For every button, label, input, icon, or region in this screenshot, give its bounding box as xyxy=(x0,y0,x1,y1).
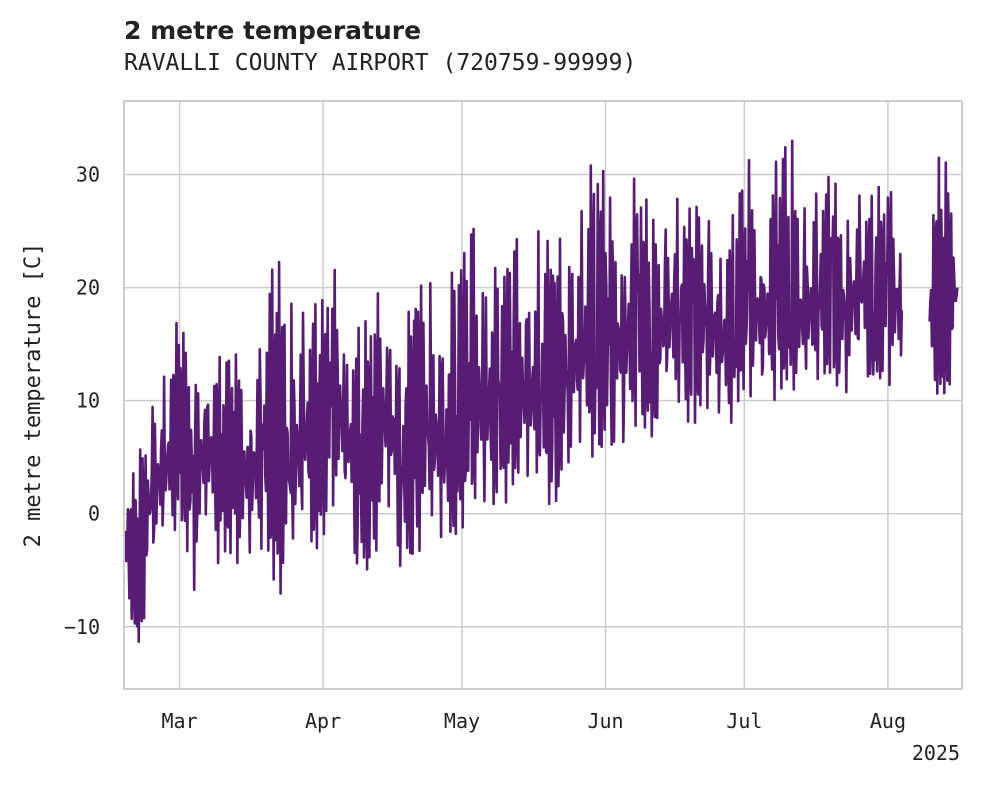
y-axis-label: 2 metre temperature [C] xyxy=(21,243,46,548)
x-tick-label: Jul xyxy=(726,709,762,733)
x-tick-label: May xyxy=(444,709,480,733)
y-tick-label: −10 xyxy=(64,615,100,639)
chart-subtitle: RAVALLI COUNTY AIRPORT (720759-99999) xyxy=(124,50,637,76)
y-tick-label: 30 xyxy=(76,163,100,187)
y-tick-label: 10 xyxy=(76,389,100,413)
x-axis-year-label: 2025 xyxy=(912,741,960,765)
x-tick-label: Mar xyxy=(161,709,197,733)
chart-title: 2 metre temperature xyxy=(124,16,422,45)
plot-frame xyxy=(123,100,963,690)
x-tick-label: Apr xyxy=(305,709,341,733)
temperature-series-line xyxy=(928,156,959,395)
y-tick-label: 0 xyxy=(88,502,100,526)
y-tick-label: 20 xyxy=(76,276,100,300)
x-tick-label: Jun xyxy=(587,709,623,733)
tick-labels: −10 0 10 20 30 Mar Apr May Jun Jul Aug xyxy=(64,163,906,734)
x-tick-label: Aug xyxy=(870,709,906,733)
temperature-series-line xyxy=(122,139,904,644)
series-layer xyxy=(122,139,959,644)
